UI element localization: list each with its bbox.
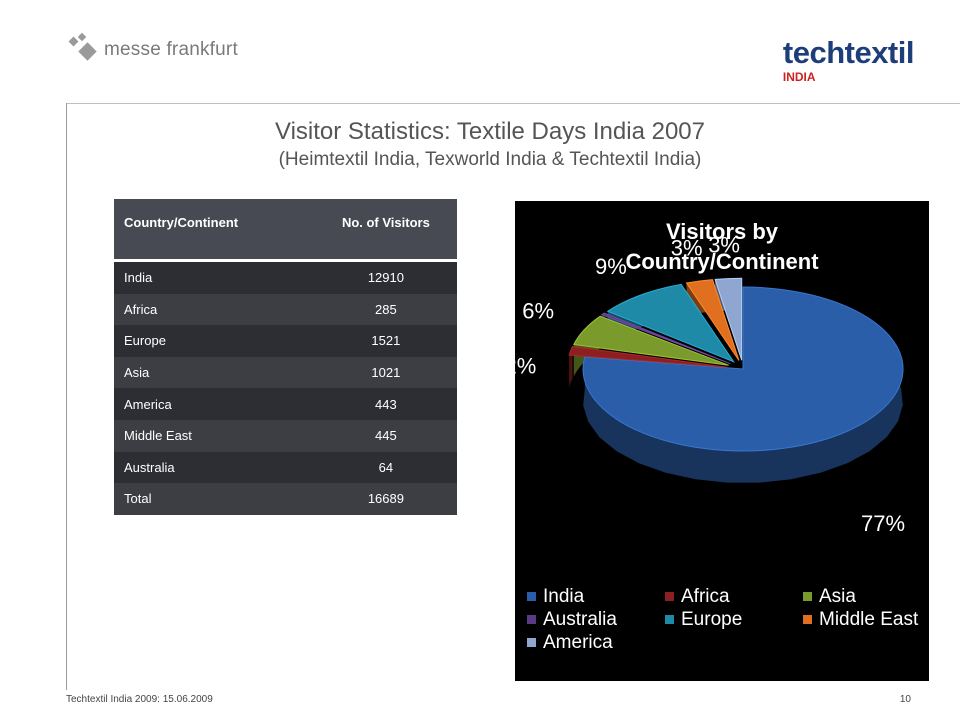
legend-label-asia: Asia — [819, 586, 856, 607]
table-header-row: Country/Continent No. of Visitors — [114, 199, 457, 262]
table-row-total: Total 16689 — [114, 483, 457, 515]
pie-slice-africa — [568, 345, 728, 368]
frame-left-line — [66, 103, 67, 690]
cell-country: Total — [114, 483, 315, 515]
data-label-india: 77% — [861, 511, 905, 536]
legend-swatch-asia — [803, 592, 812, 601]
legend-swatch-australia — [527, 615, 536, 624]
pie-slice-side-africa — [569, 346, 573, 388]
pie-slice-asia — [573, 315, 729, 366]
legend-label-america: America — [543, 632, 613, 653]
legend-label-africa: Africa — [681, 586, 730, 607]
cell-country: Middle East — [114, 419, 315, 452]
header-visitors: No. of Visitors — [314, 199, 457, 262]
pie-slice-australia — [600, 312, 731, 365]
legend-label-middle-east: Middle East — [819, 609, 919, 630]
cell-visitors: 1021 — [314, 356, 457, 389]
legend-label-india: India — [543, 586, 585, 607]
cell-country: Europe — [114, 325, 315, 357]
cell-country: Australia — [114, 451, 315, 484]
cell-visitors: 285 — [314, 293, 457, 326]
data-label-asia: 6% — [522, 298, 554, 323]
legend-swatch-america — [527, 638, 536, 647]
legend-swatch-india — [527, 592, 536, 601]
data-label-africa: 2% — [515, 354, 536, 379]
cell-country: India — [114, 260, 315, 294]
pie-chart-panel: Visitors by Country/Continent 77% 2% 6% 9% 3… — [505, 201, 929, 681]
footer-text: Techtextil India 2009: 15.06.2009 — [66, 694, 213, 705]
legend-label-australia: Australia — [543, 609, 617, 630]
table-row: India 12910 — [114, 260, 457, 294]
cell-visitors: 445 — [314, 419, 457, 452]
legend-label-europe: Europe — [681, 609, 742, 630]
frame-top-line — [66, 103, 960, 104]
legend-swatch-europe — [665, 615, 674, 624]
header-country: Country/Continent — [114, 199, 315, 262]
messe-frankfurt-logo: messe frankfurt — [68, 32, 238, 66]
table-row: Africa 285 — [114, 293, 457, 326]
chart-title-line-2: Country/Continent — [625, 249, 819, 274]
table-row: Europe 1521 — [114, 325, 457, 357]
cell-visitors: 64 — [314, 451, 457, 484]
pie-chart: Visitors by Country/Continent 77% 2% 6% 9% 3… — [505, 219, 919, 653]
pie-slice-india — [582, 286, 904, 452]
visitor-table: Country/Continent No. of Visitors India … — [114, 199, 457, 515]
cell-country: Asia — [114, 356, 315, 389]
pie-slice-america — [714, 277, 743, 361]
cell-visitors: 443 — [314, 388, 457, 420]
legend-swatch-middle-east — [803, 615, 812, 624]
table-row: Middle East 445 — [114, 419, 457, 452]
table-row: Asia 1021 — [114, 356, 457, 389]
slide-subtitle: (Heimtextil India, Texworld India & Tech… — [278, 149, 702, 170]
cell-visitors: 12910 — [314, 260, 457, 294]
cell-country: Africa — [114, 293, 315, 326]
cell-visitors: 16689 — [314, 483, 457, 515]
legend-swatch-africa — [665, 592, 674, 601]
pie-slice-middle-east — [685, 279, 740, 361]
data-label-middle-east: 3% — [671, 236, 703, 261]
techtextil-logo: techtextil INDIA — [782, 35, 915, 84]
cell-country: America — [114, 388, 315, 420]
slide-title: Visitor Statistics: Textile Days India 2… — [275, 118, 705, 145]
techtextil-brand-sub: INDIA — [782, 70, 816, 84]
data-label-america: 3% — [708, 232, 740, 257]
cell-visitors: 1521 — [314, 325, 457, 357]
pie-slice-europe — [606, 283, 736, 363]
data-label-europe: 9% — [595, 254, 627, 279]
messe-logo-mark-icon — [68, 32, 98, 66]
table-row: Australia 64 — [114, 451, 457, 484]
messe-logo-text: messe frankfurt — [104, 39, 238, 60]
page-number: 10 — [899, 694, 911, 705]
table-row: America 443 — [114, 388, 457, 420]
techtextil-brand-name: techtextil — [782, 35, 915, 70]
chart-title-line-1: Visitors by — [666, 219, 779, 244]
